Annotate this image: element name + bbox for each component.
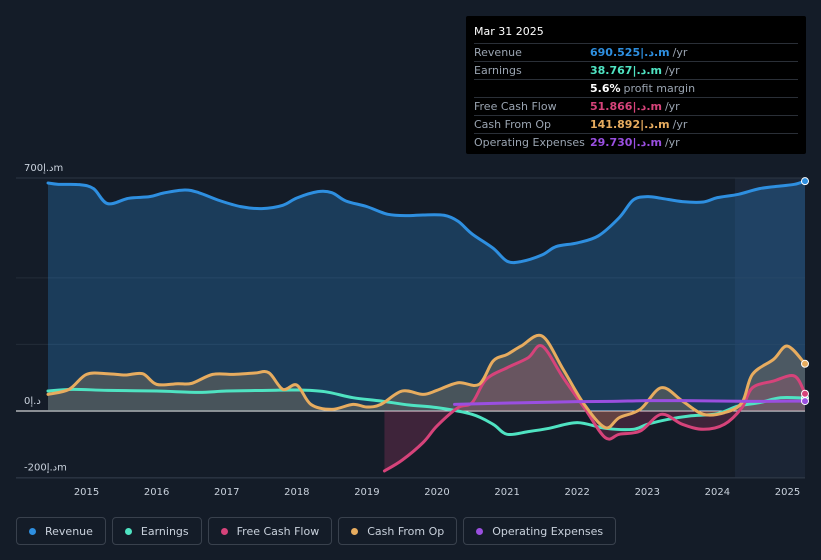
tooltip-unit: /yr [672,46,688,59]
legend-dot-icon [29,527,36,535]
legend-dot-icon [351,527,359,535]
cfo-area [48,335,805,428]
legend-label: Revenue [45,524,93,538]
tooltip-unit: /yr [664,100,680,113]
forecast-region [734,178,805,478]
x-tick-label: 2021 [494,487,519,498]
legend-dot-icon [220,527,228,535]
legend-item-earnings[interactable]: Earnings [111,517,202,545]
tooltip-value: 38.767|.د.m [590,64,662,77]
legend: Revenue Earnings Free Cash Flow Cash From O… [16,517,617,545]
tooltip-row: Cash From Op 141.892|.د.m/yr [474,115,798,133]
tooltip-label: Earnings [474,64,522,77]
tooltip-row: Earnings 38.767|.د.m/yr [474,61,798,79]
y-tick-label: 700د.إm [24,163,63,174]
y-tick-label: 0د.إ [24,396,41,407]
y-axis: 700د.إm 0د.إ -200د.إm [24,163,67,474]
tooltip-label: Revenue [474,46,522,59]
tooltip-unit: profit margin [623,82,696,95]
legend-dot-icon [124,527,132,535]
fcf-endpoint [801,389,809,398]
x-axis: 2015 2016 2017 2018 2019 2020 2021 2022 2023 2024… [74,487,800,498]
x-tick-label: 2025 [775,487,800,498]
opex-endpoint [801,397,809,406]
tooltip-value: 5.6% [590,82,621,95]
tooltip-value: 141.892|.د.m [590,118,670,131]
legend-item-operating-expenses[interactable]: Operating Expenses [463,517,617,545]
tooltip-unit: /yr [664,136,680,149]
x-tick-label: 2023 [635,487,660,498]
legend-label: Earnings [140,524,189,538]
tooltip-row: Operating Expenses 29.730|.د.m/yr [474,133,798,151]
series-endpoints [801,177,809,406]
legend-label: Free Cash Flow [236,524,320,538]
x-tick-label: 2020 [424,487,449,498]
x-tick-label: 2015 [74,487,99,498]
x-tick-label: 2019 [354,487,379,498]
tooltip-label: Cash From Op [474,118,552,131]
gridlines [16,177,805,479]
x-tick-label: 2017 [214,487,239,498]
revenue-area [48,181,805,411]
fcf-line [382,344,807,473]
legend-label: Operating Expenses [492,524,604,538]
earnings-line [46,387,807,437]
legend-label: Cash From Op [367,524,445,538]
tooltip-row: Revenue 690.525|.د.m/yr [474,43,798,61]
legend-item-cash-from-op[interactable]: Cash From Op [338,517,458,545]
series-lines [46,179,807,473]
tooltip-label: Operating Expenses [474,136,585,149]
legend-item-free-cash-flow[interactable]: Free Cash Flow [207,517,333,545]
x-tick-label: 2016 [144,487,169,498]
tooltip-value: 51.866|.د.m [590,100,662,113]
tooltip-row: 5.6% profit margin [474,79,798,97]
revenue-endpoint [801,177,809,186]
cfo-endpoint [801,359,809,368]
x-tick-label: 2022 [564,487,589,498]
tooltip-value: 690.525|.د.m [590,46,670,59]
tooltip-label: Free Cash Flow [474,100,557,113]
opex-line [453,399,807,406]
tooltip-unit: /yr [672,118,688,131]
tooltip-unit: /yr [664,64,680,77]
y-tick-label: -200د.إm [24,463,67,474]
x-tick-label: 2018 [284,487,309,498]
tooltip-label [474,80,590,97]
legend-dot-icon [476,527,484,535]
legend-item-revenue[interactable]: Revenue [16,517,106,545]
x-tick-label: 2024 [705,487,730,498]
tooltip-date: Mar 31 2025 [474,25,544,38]
revenue-line [46,179,807,265]
tooltip-value: 29.730|.د.m [590,136,662,149]
tooltip-row: Free Cash Flow 51.866|.د.m/yr [474,97,798,115]
tooltip: Mar 31 2025 Revenue 690.525|.د.m/yr Earnin… [466,16,806,154]
